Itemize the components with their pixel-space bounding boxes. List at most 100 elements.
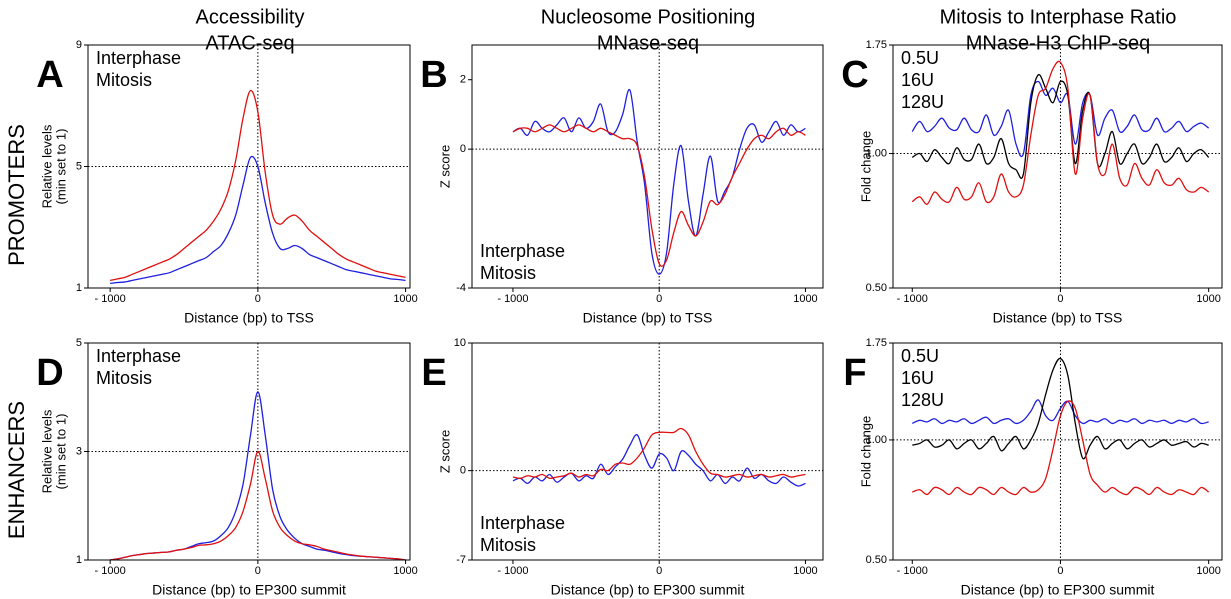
- y-tick-label: 10: [454, 337, 466, 349]
- x-tick-label: 0: [656, 565, 662, 577]
- series-line: [911, 80, 1210, 158]
- y-tick-label: 1.00: [866, 147, 887, 159]
- y-tick-label: 0.50: [866, 554, 887, 566]
- legend-entry: Interphase: [480, 241, 565, 261]
- y-axis-label: Fold change: [858, 131, 873, 203]
- y-axis-label: Relative levels: [39, 409, 54, 493]
- panel-letter: A: [36, 54, 63, 96]
- x-tick-label: - 1000: [497, 293, 528, 305]
- x-axis-label: Distance (bp) to EP300 summit: [551, 582, 745, 598]
- panel-letter: E: [421, 352, 446, 394]
- panel-letter: D: [36, 352, 63, 394]
- y-tick-label: 1: [76, 554, 82, 566]
- plot-frame: [471, 342, 824, 561]
- column-title: ATAC-seq: [205, 32, 294, 54]
- x-tick-label: - 1000: [95, 565, 126, 577]
- x-tick-label: 1000: [393, 565, 417, 577]
- panel: C - 1000 0 1000 0.50 1.00 1.75 Distance (bp) to…: [841, 39, 1223, 326]
- legend-entry: Mitosis: [480, 535, 536, 555]
- plot-frame: [892, 342, 1223, 561]
- legend-entry: 128U: [901, 390, 944, 410]
- y-axis-label: Z score: [437, 430, 452, 473]
- x-axis-label: Distance (bp) to TSS: [583, 310, 713, 326]
- y-tick-label: 5: [76, 160, 82, 172]
- x-tick-label: 1000: [793, 565, 817, 577]
- x-tick-label: 0: [255, 293, 261, 305]
- x-tick-label: 1000: [793, 293, 817, 305]
- legend-entry: Mitosis: [96, 70, 152, 90]
- plot-frame: [892, 44, 1223, 289]
- y-tick-label: 9: [76, 39, 82, 51]
- y-tick-label: 2: [460, 74, 466, 86]
- series-line: [512, 124, 806, 267]
- legend-entry: Interphase: [480, 513, 565, 533]
- series-line: [911, 73, 1210, 179]
- legend-entry: Mitosis: [480, 263, 536, 283]
- x-tick-label: 1000: [1196, 293, 1220, 305]
- x-tick-label: 1000: [1196, 565, 1220, 577]
- column-title: Mitosis to Interphase Ratio: [940, 6, 1177, 28]
- column-title: MNase-seq: [597, 32, 699, 54]
- panel-letter: F: [843, 352, 866, 394]
- panel: B - 1000 0 1000 -4 0 2 Distance (bp) to TSS Z sc…: [420, 44, 824, 326]
- x-tick-label: 0: [1057, 293, 1063, 305]
- series-line: [912, 357, 1209, 460]
- y-tick-label: 3: [76, 445, 82, 457]
- series-line: [912, 400, 1210, 496]
- x-tick-label: - 1000: [497, 565, 528, 577]
- x-axis-label: Distance (bp) to EP300 summit: [152, 582, 346, 598]
- panel: F - 1000 0 1000 0.50 1.00 1.75 Distance (bp) to…: [843, 337, 1223, 598]
- legend-entry: 16U: [901, 368, 934, 388]
- panel: D - 1000 0 1000 1 3 5 Distance (bp) to EP300 su…: [36, 337, 418, 598]
- y-tick-label: 1.00: [866, 434, 887, 446]
- x-axis-label: Distance (bp) to EP300 summit: [961, 582, 1155, 598]
- x-tick-label: 0: [1057, 565, 1063, 577]
- column-title: Nucleosome Positioning: [541, 6, 756, 28]
- x-tick-label: - 1000: [897, 565, 928, 577]
- plot-frame: [471, 44, 824, 289]
- panel-letter: C: [841, 54, 868, 96]
- panel: A - 1000 0 1000 1 5 9 Distance (bp) to TSS Relat…: [36, 39, 418, 326]
- series-line: [110, 155, 406, 285]
- legend-entry: 0.5U: [901, 346, 939, 366]
- column-title: MNase-H3 ChIP-seq: [966, 32, 1151, 54]
- x-axis-label: Distance (bp) to TSS: [993, 310, 1123, 326]
- y-tick-label: 0: [460, 143, 466, 155]
- x-tick-label: - 1000: [95, 293, 126, 305]
- panel: E - 1000 0 1000 -7 0 10 Distance (bp) to EP300 …: [421, 337, 824, 598]
- y-tick-label: 5: [76, 337, 82, 349]
- y-tick-label: 1: [76, 282, 82, 294]
- series-line: [512, 427, 806, 480]
- legend-entry: Interphase: [96, 48, 181, 68]
- y-tick-label: 1.75: [866, 39, 887, 51]
- y-tick-label: -4: [456, 282, 466, 294]
- series-line: [911, 60, 1210, 205]
- series-line: [911, 399, 1209, 425]
- y-tick-label: 1.75: [866, 337, 887, 349]
- plot-frame: [87, 342, 411, 561]
- y-axis-label: (min set to 1): [53, 414, 68, 490]
- y-tick-label: 0.50: [866, 282, 887, 294]
- y-tick-label: -7: [456, 554, 466, 566]
- panel-letter: B: [420, 54, 447, 96]
- plot-frame: [87, 44, 411, 289]
- x-tick-label: - 1000: [897, 293, 928, 305]
- legend-entry: 0.5U: [901, 48, 939, 68]
- y-axis-label: Fold change: [858, 416, 873, 488]
- legend-entry: Mitosis: [96, 368, 152, 388]
- x-tick-label: 1000: [393, 293, 417, 305]
- column-title: Accessibility: [196, 6, 305, 28]
- series-line: [512, 434, 806, 487]
- x-tick-label: 0: [255, 565, 261, 577]
- legend-entry: Interphase: [96, 346, 181, 366]
- y-axis-label: Z score: [437, 145, 452, 188]
- x-axis-label: Distance (bp) to TSS: [184, 310, 314, 326]
- series-line: [110, 450, 406, 560]
- series-line: [110, 89, 406, 282]
- legend-entry: 128U: [901, 92, 944, 112]
- y-axis-label: (min set to 1): [53, 129, 68, 205]
- legend-entry: 16U: [901, 70, 934, 90]
- row-label: PROMOTERS: [4, 124, 29, 266]
- series-line: [512, 88, 806, 275]
